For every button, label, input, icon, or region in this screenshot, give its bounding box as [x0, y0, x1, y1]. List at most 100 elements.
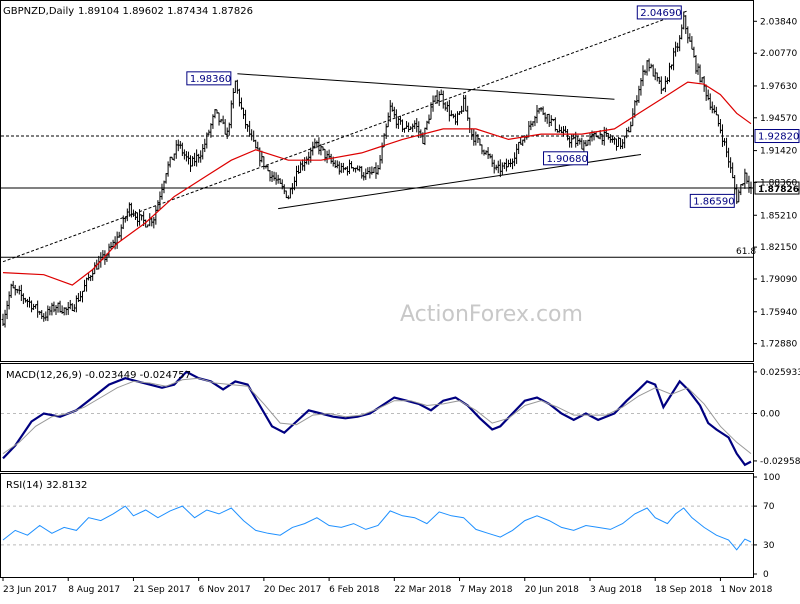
price-bar	[517, 141, 521, 155]
price-axis-label: 1.88360	[760, 178, 797, 188]
price-axis-label: 2.00770	[760, 49, 797, 59]
price-bar	[264, 165, 268, 169]
trendline-2	[2, 10, 688, 263]
price-bar	[433, 95, 437, 103]
price-bar	[54, 305, 58, 315]
price-bar	[311, 141, 315, 156]
price-bar	[174, 140, 178, 159]
time-axis-label: 3 Aug 2018	[590, 585, 642, 595]
price-bar	[431, 95, 435, 112]
price-bar	[399, 115, 402, 125]
price-bar	[655, 72, 659, 82]
price-axis-label: 1.75940	[760, 308, 797, 318]
price-bar	[696, 63, 700, 75]
price-bar	[58, 300, 62, 313]
price-bar	[447, 99, 451, 122]
price-bar	[384, 123, 388, 139]
price-bar	[688, 33, 692, 42]
price-bar	[229, 100, 233, 129]
price-bar	[197, 153, 201, 163]
price-bar	[663, 76, 667, 93]
price-bar	[154, 206, 158, 225]
price-bar	[641, 65, 645, 87]
price-bar	[739, 184, 743, 196]
price-bar	[684, 15, 688, 34]
price-bar	[156, 200, 160, 211]
price-bar	[303, 157, 307, 171]
price-bar	[733, 175, 737, 195]
price-bar	[435, 89, 439, 104]
fib-label: 61.8	[736, 247, 756, 257]
price-bar	[46, 305, 50, 322]
price-bar	[456, 111, 459, 126]
price-bar	[50, 302, 54, 316]
price-bar	[348, 159, 351, 174]
price-bar	[272, 171, 276, 181]
time-axis-label: 6 Nov 2017	[199, 585, 251, 595]
price-bar	[376, 165, 380, 175]
price-bar	[545, 113, 549, 124]
price-bar	[743, 168, 747, 189]
price-bar	[472, 129, 476, 146]
price-bar	[358, 165, 362, 172]
price-bar	[496, 160, 500, 174]
price-bar	[719, 119, 722, 134]
time-axis-label: 6 Feb 2018	[329, 585, 380, 595]
price-bar	[185, 151, 188, 162]
price-annotation-1: 1.98360	[186, 71, 232, 86]
price-bar	[19, 284, 23, 301]
price-axis-label: 1.91420	[760, 147, 797, 157]
price-annotation-0: 2.04690	[636, 5, 682, 20]
price-bar	[735, 184, 739, 204]
price-bar	[231, 88, 235, 109]
annotation-box	[186, 71, 232, 86]
price-bar	[582, 140, 586, 152]
price-bar	[87, 273, 91, 281]
price-bar	[392, 106, 396, 118]
macd-signal-line	[2, 377, 752, 455]
price-bar	[714, 106, 718, 116]
price-annotation-2: 1.90680	[543, 151, 589, 166]
price-bar	[378, 155, 382, 170]
macd-line	[2, 370, 752, 467]
price-bar	[731, 162, 735, 179]
price-bar	[623, 135, 627, 149]
price-bar	[492, 159, 496, 174]
price-panel-frame	[0, 0, 754, 362]
moving-average-line	[2, 81, 752, 286]
price-bar	[189, 155, 192, 172]
price-bar	[637, 85, 641, 103]
price-bar	[244, 109, 247, 129]
price-bar	[205, 132, 209, 149]
price-bar	[415, 118, 419, 133]
price-bar	[180, 142, 184, 157]
price-bar	[337, 161, 341, 175]
price-bar	[301, 159, 305, 171]
price-bar	[38, 310, 42, 315]
price-axis-label: 1.97630	[760, 82, 797, 92]
price-bar	[580, 137, 584, 150]
annotation-text: 2.04690	[640, 8, 681, 19]
price-bar	[668, 62, 671, 83]
price-bar	[704, 84, 708, 101]
price-bar	[158, 191, 162, 209]
price-bar	[535, 105, 539, 124]
price-bar	[223, 119, 227, 135]
price-bar	[529, 120, 533, 131]
time-axis-label: 20 Jun 2018	[525, 585, 579, 595]
price-annotation-4: 1.86590	[689, 193, 735, 208]
price-bar	[657, 76, 661, 84]
price-bar	[85, 277, 88, 292]
price-bar	[515, 143, 519, 164]
price-bar	[651, 64, 655, 77]
rsi-panel-frame	[0, 473, 754, 578]
annotation-text: 1.86590	[693, 196, 734, 207]
price-bar	[246, 123, 249, 132]
annotation-text: 1.98360	[190, 74, 231, 85]
price-bar	[313, 138, 317, 149]
price-bar	[225, 127, 229, 139]
price-bar	[727, 147, 730, 168]
price-bar	[44, 311, 48, 321]
price-bar	[346, 166, 349, 176]
price-bar	[437, 91, 441, 106]
